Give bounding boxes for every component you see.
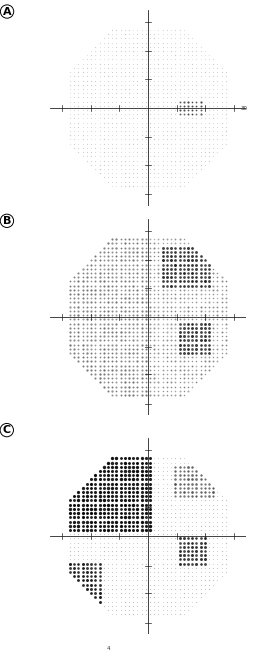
Text: A: A [3, 7, 11, 16]
Text: 30: 30 [240, 107, 247, 111]
Text: C: C [3, 425, 11, 435]
Text: B: B [3, 216, 11, 226]
Text: 4: 4 [107, 646, 110, 651]
